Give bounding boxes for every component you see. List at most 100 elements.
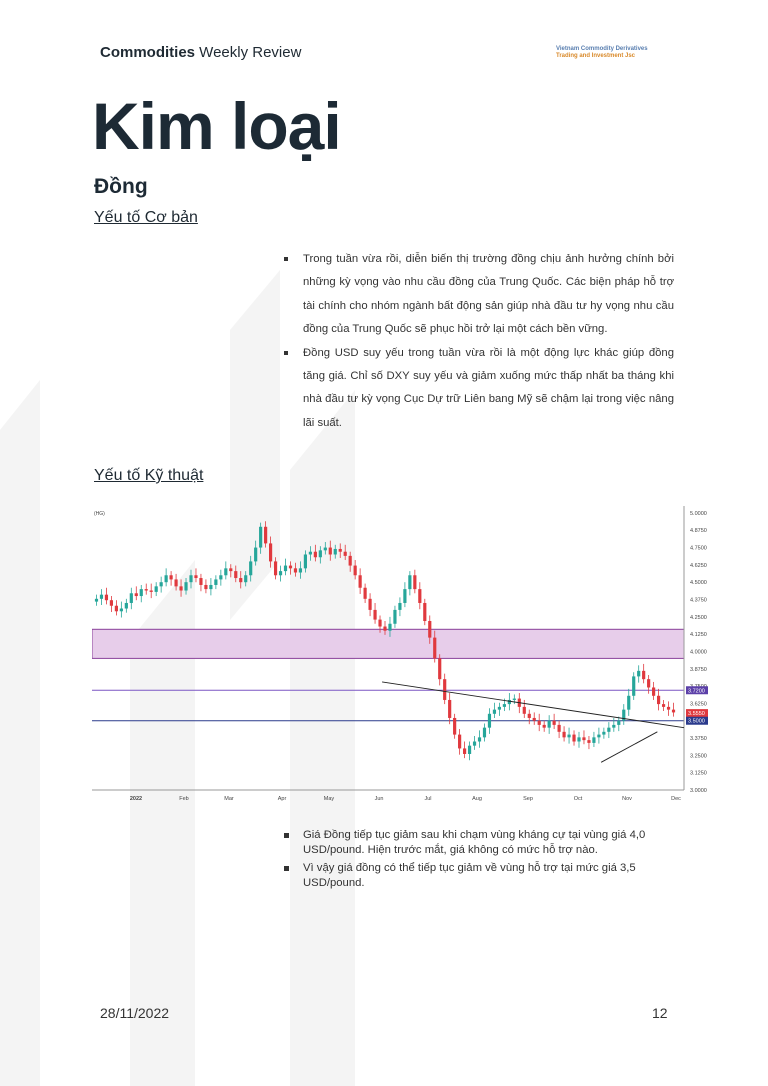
- x-tick-label: Dec: [671, 796, 681, 802]
- candle-body: [298, 568, 303, 573]
- candle-body: [542, 724, 546, 728]
- candle-body: [239, 578, 243, 583]
- candle-body: [572, 734, 576, 742]
- candle-body: [249, 561, 253, 576]
- candle-body: [602, 731, 606, 735]
- candle-body: [264, 526, 268, 544]
- candle-body: [637, 670, 641, 677]
- candle-body: [418, 589, 422, 603]
- candle-body: [99, 594, 104, 599]
- price-label-text: 3.5550: [688, 711, 705, 717]
- candle-body: [144, 589, 148, 591]
- candle-body: [502, 704, 506, 707]
- x-tick-label: Sep: [523, 796, 533, 802]
- fundamental-bullet-list: Trong tuần vừa rồi, diễn biến thị trường…: [282, 248, 674, 435]
- candle-body: [428, 620, 432, 638]
- x-tick-label: Jul: [424, 796, 431, 802]
- technical-bullet-list: Giá Đồng tiếp tục giảm sau khi chạm vùng…: [282, 828, 672, 894]
- candle-body: [109, 600, 114, 606]
- candle-body: [373, 609, 377, 620]
- candle-body: [134, 593, 138, 597]
- candle-body: [661, 704, 666, 707]
- candle-body: [423, 602, 427, 621]
- x-tick-label: May: [324, 796, 335, 802]
- candle-body: [453, 717, 457, 735]
- section-heading-fundamental: Yếu tố Cơ bản: [94, 209, 198, 226]
- candle-body: [472, 741, 477, 746]
- candle-body: [582, 737, 586, 741]
- candle-body: [214, 579, 218, 585]
- candle-body: [607, 727, 611, 732]
- candle-body: [671, 709, 676, 713]
- candle-body: [308, 551, 312, 555]
- candle-body: [268, 543, 273, 562]
- x-tick-label: Nov: [622, 796, 632, 802]
- candle-body: [94, 598, 99, 602]
- candle-body: [104, 594, 109, 601]
- candle-body: [234, 571, 238, 579]
- resistance-zone: [92, 628, 685, 659]
- candle-body: [388, 623, 392, 631]
- y-tick-label: 3.1250: [690, 771, 707, 777]
- candle-body: [587, 740, 591, 743]
- x-tick-label: Apr: [278, 796, 287, 802]
- candle-body: [278, 571, 283, 576]
- candle-body: [532, 717, 536, 721]
- page-title: Kim loại: [92, 89, 342, 163]
- candle-body: [254, 547, 258, 562]
- candle-body: [328, 547, 332, 555]
- candle-body: [537, 720, 541, 725]
- y-tick-label: 5.0000: [690, 511, 707, 517]
- candle-body: [652, 687, 656, 696]
- price-label-tag: [686, 686, 708, 695]
- candle-body: [323, 547, 327, 551]
- x-tick-label: Feb: [179, 796, 188, 802]
- price-label-text: 3.5000: [688, 719, 705, 725]
- price-label-tag: [686, 709, 708, 718]
- candle-body: [129, 593, 133, 603]
- candle-body: [433, 637, 437, 659]
- y-tick-label: 4.3750: [690, 598, 707, 604]
- candle-body: [164, 575, 168, 583]
- candle-body: [124, 602, 128, 609]
- x-tick-label: Oct: [574, 796, 583, 802]
- candle-body: [293, 568, 298, 573]
- candle-body: [438, 658, 442, 680]
- candle-body: [393, 609, 397, 624]
- candle-body: [632, 676, 636, 696]
- technical-bullet: Giá Đồng tiếp tục giảm sau khi chạm vùng…: [282, 828, 672, 858]
- candle-body: [562, 731, 566, 738]
- candle-body: [184, 582, 188, 591]
- candle-body: [552, 720, 556, 725]
- candle-body: [363, 587, 367, 599]
- candle-body: [492, 709, 497, 714]
- candle-body: [666, 706, 671, 710]
- candle-body: [627, 695, 631, 710]
- candle-body: [219, 575, 223, 580]
- candle-body: [244, 575, 248, 583]
- y-tick-label: 4.1250: [690, 632, 707, 638]
- candle-body: [229, 568, 233, 572]
- candle-body: [199, 578, 203, 585]
- report-date: 28/11/2022: [100, 1005, 170, 1021]
- candle-body: [567, 734, 571, 738]
- candle-body: [413, 575, 417, 590]
- candle-body: [338, 548, 342, 552]
- candle-body: [547, 720, 551, 728]
- candle-body: [179, 586, 183, 591]
- technical-bullet: Vì vậy giá đồng có thể tiếp tục giảm về …: [282, 861, 672, 891]
- candle-body: [557, 724, 561, 732]
- x-tick-label: 2022: [130, 796, 142, 802]
- candle-body: [368, 598, 372, 610]
- copper-price-chart: (HG) 5.0000 4.8750 4.7500 4.6250 4.5000 4.3750…: [92, 506, 708, 802]
- trendline: [382, 681, 685, 729]
- fundamental-bullet: Trong tuần vừa rồi, diễn biến thị trường…: [282, 248, 674, 342]
- candle-body: [154, 586, 158, 592]
- candle-body: [174, 579, 178, 587]
- candle-body: [467, 745, 472, 754]
- fundamental-bullet: Đồng USD suy yếu trong tuần vừa rồi là m…: [282, 342, 674, 436]
- candle-body: [139, 589, 143, 597]
- candle-body: [343, 551, 347, 556]
- candle-body: [353, 565, 357, 576]
- candle-body: [612, 724, 616, 728]
